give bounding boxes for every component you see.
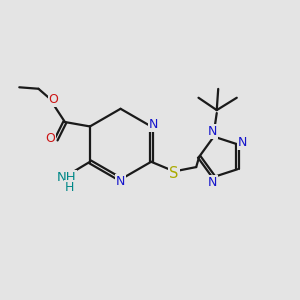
Text: N: N xyxy=(116,175,125,188)
Text: O: O xyxy=(49,93,58,106)
Text: N: N xyxy=(208,176,217,189)
Text: N: N xyxy=(208,125,217,138)
Text: N: N xyxy=(238,136,247,149)
Text: S: S xyxy=(169,166,178,181)
Text: O: O xyxy=(45,132,55,145)
Text: H: H xyxy=(65,181,75,194)
Text: N: N xyxy=(148,118,158,131)
Text: NH: NH xyxy=(57,172,76,184)
